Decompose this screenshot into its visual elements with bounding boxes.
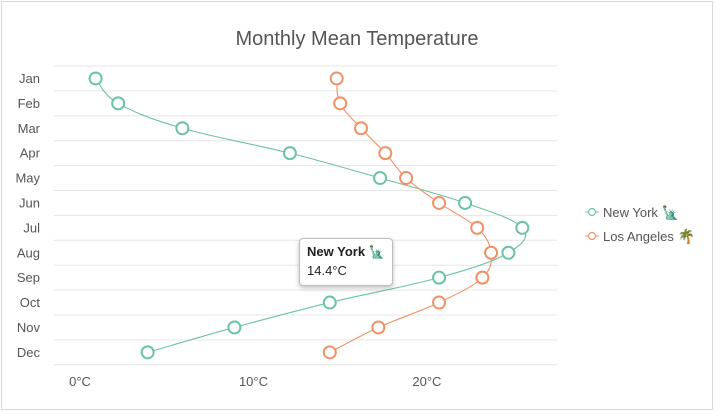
chart-title: Monthly Mean Temperature bbox=[235, 28, 478, 50]
legend-label: Los Angeles bbox=[603, 228, 674, 244]
series-layer bbox=[88, 71, 530, 360]
x-tick-label: 0°C bbox=[69, 374, 91, 389]
data-point[interactable] bbox=[111, 96, 126, 111]
data-point[interactable] bbox=[371, 320, 386, 335]
data-point[interactable] bbox=[475, 270, 490, 285]
data-point[interactable] bbox=[282, 146, 297, 161]
statue-of-liberty-icon: 🗽 bbox=[661, 203, 680, 220]
data-point[interactable] bbox=[373, 171, 388, 186]
data-point[interactable] bbox=[470, 220, 485, 235]
tooltip-title: New York 🗽 bbox=[307, 244, 385, 260]
data-point[interactable] bbox=[175, 121, 190, 136]
x-tick-labels: 0°C 10°C 20°C bbox=[69, 374, 441, 389]
data-point[interactable] bbox=[378, 146, 393, 161]
data-point[interactable] bbox=[399, 171, 414, 186]
data-point[interactable] bbox=[140, 345, 155, 360]
data-point[interactable] bbox=[458, 195, 473, 210]
tooltip: New York 🗽 14.4°C bbox=[299, 238, 393, 286]
x-tick-label: 10°C bbox=[239, 374, 268, 389]
month-label: Sep bbox=[17, 270, 40, 285]
statue-of-liberty-icon: 🗽 bbox=[368, 244, 385, 259]
month-labels: Jan Feb Mar Apr May Jun Jul Aug Sep Oct Nov Dec bbox=[15, 71, 40, 360]
month-label: Jan bbox=[19, 71, 40, 86]
data-point[interactable] bbox=[432, 295, 447, 310]
legend-item-los-angeles[interactable]: Los Angeles 🌴 bbox=[585, 224, 695, 248]
month-label: Dec bbox=[17, 345, 41, 360]
data-point[interactable] bbox=[354, 121, 369, 136]
x-tick-label: 20°C bbox=[412, 374, 441, 389]
data-point[interactable] bbox=[432, 195, 447, 210]
tooltip-value: 14.4°C bbox=[307, 263, 347, 278]
month-label: Feb bbox=[18, 96, 40, 111]
legend-marker-icon bbox=[585, 207, 599, 217]
month-label: Jul bbox=[23, 220, 40, 235]
data-point[interactable] bbox=[88, 71, 103, 86]
tooltip-series-name: New York bbox=[307, 244, 366, 259]
month-label: May bbox=[15, 171, 40, 186]
month-label: Nov bbox=[17, 320, 41, 335]
month-label: Apr bbox=[20, 146, 41, 161]
legend-item-new-york[interactable]: New York 🗽 bbox=[585, 200, 695, 224]
palm-tree-icon: 🌴 bbox=[677, 227, 696, 244]
data-point[interactable] bbox=[322, 295, 337, 310]
grid-lines bbox=[54, 65, 557, 366]
month-label: Mar bbox=[18, 121, 41, 136]
data-point[interactable] bbox=[432, 270, 447, 285]
data-point[interactable] bbox=[515, 220, 530, 235]
data-point[interactable] bbox=[227, 320, 242, 335]
data-point[interactable] bbox=[322, 345, 337, 360]
month-label: Oct bbox=[20, 295, 41, 310]
month-label: Aug bbox=[17, 245, 40, 260]
data-point[interactable] bbox=[333, 96, 348, 111]
month-label: Jun bbox=[19, 195, 40, 210]
legend-marker-icon bbox=[585, 231, 599, 241]
data-point[interactable] bbox=[329, 71, 344, 86]
data-point[interactable] bbox=[484, 245, 499, 260]
legend: New York 🗽 Los Angeles 🌴 bbox=[585, 200, 695, 248]
legend-label: New York bbox=[603, 204, 658, 220]
data-point[interactable] bbox=[501, 245, 516, 260]
